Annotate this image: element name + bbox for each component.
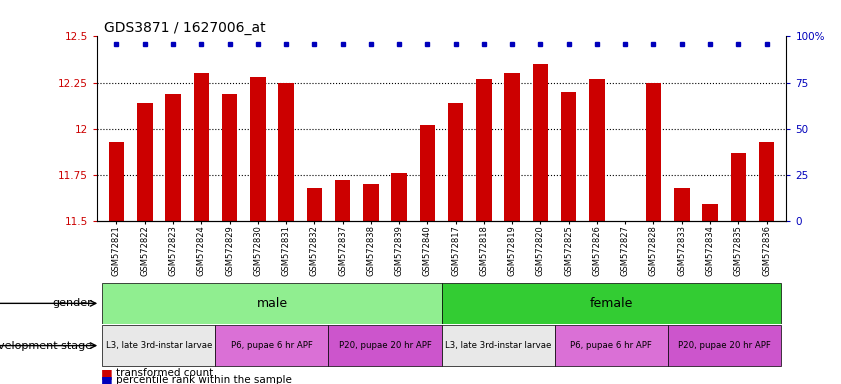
Bar — [702, 204, 718, 221]
Bar — [165, 94, 181, 221]
Bar — [391, 173, 407, 221]
Bar — [103, 283, 442, 324]
Text: ■: ■ — [101, 374, 117, 384]
Bar — [442, 325, 554, 366]
Text: GDS3871 / 1627006_at: GDS3871 / 1627006_at — [103, 22, 265, 35]
Text: P6, pupae 6 hr APF: P6, pupae 6 hr APF — [231, 341, 313, 350]
Bar — [329, 325, 442, 366]
Text: P20, pupae 20 hr APF: P20, pupae 20 hr APF — [678, 341, 770, 350]
Text: percentile rank within the sample: percentile rank within the sample — [116, 375, 292, 384]
Bar — [646, 83, 661, 221]
Text: female: female — [590, 297, 632, 310]
Bar — [222, 94, 237, 221]
Bar — [617, 221, 633, 278]
Bar — [674, 188, 690, 221]
Bar — [363, 184, 378, 221]
Bar — [278, 83, 294, 221]
Bar — [215, 325, 329, 366]
Bar — [335, 180, 351, 221]
Bar — [731, 152, 746, 221]
Bar — [442, 283, 780, 324]
Bar — [448, 103, 463, 221]
Text: gender: gender — [53, 298, 93, 308]
Bar — [476, 79, 492, 221]
Text: ■: ■ — [101, 367, 117, 380]
Bar — [505, 73, 520, 221]
Text: L3, late 3rd-instar larvae: L3, late 3rd-instar larvae — [106, 341, 212, 350]
Bar — [250, 77, 266, 221]
Bar — [554, 325, 668, 366]
Bar — [668, 325, 780, 366]
Text: P6, pupae 6 hr APF: P6, pupae 6 hr APF — [570, 341, 652, 350]
Bar — [103, 325, 215, 366]
Text: L3, late 3rd-instar larvae: L3, late 3rd-instar larvae — [445, 341, 551, 350]
Bar — [193, 73, 209, 221]
Bar — [561, 92, 576, 221]
Bar — [590, 79, 605, 221]
Text: development stage: development stage — [0, 341, 93, 351]
Bar — [137, 103, 152, 221]
Text: transformed count: transformed count — [116, 368, 214, 378]
Text: male: male — [257, 297, 288, 310]
Bar — [420, 125, 435, 221]
Bar — [108, 142, 124, 221]
Bar — [759, 142, 775, 221]
Bar — [307, 188, 322, 221]
Text: P20, pupae 20 hr APF: P20, pupae 20 hr APF — [339, 341, 431, 350]
Bar — [532, 64, 548, 221]
